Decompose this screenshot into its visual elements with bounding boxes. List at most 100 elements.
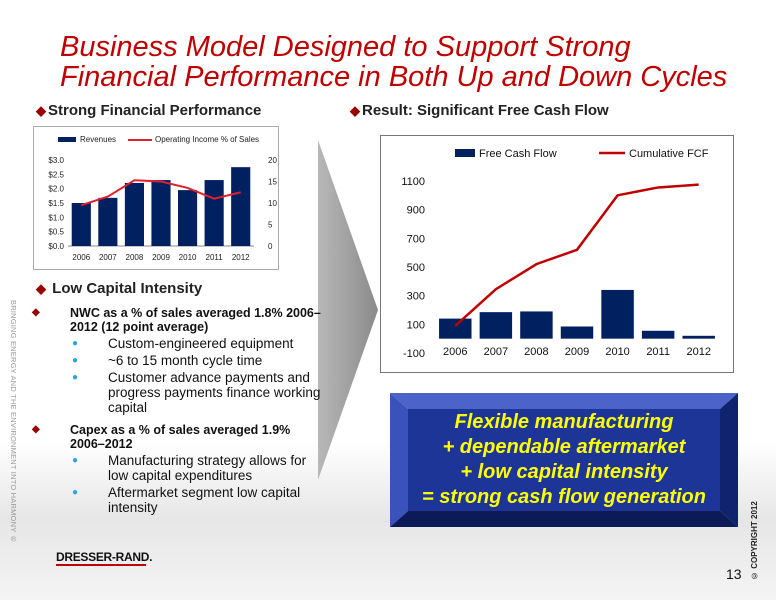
logo-underline (56, 564, 146, 566)
fcf-bar (560, 326, 594, 339)
y-tick-left: $2.0 (48, 185, 64, 194)
capital-heading: ◆ Low Capital Intensity (36, 280, 202, 297)
fcf-bar (479, 312, 513, 339)
x-tick-label: 2012 (232, 253, 250, 262)
y-tick-left: $0.0 (48, 242, 64, 251)
y-tick-right: 0 (268, 242, 273, 251)
sub-bullet: ● Customer advance payments and progress … (32, 370, 322, 415)
right-arrow-shape (318, 140, 378, 480)
x-tick-label: 2008 (126, 253, 144, 262)
diamond-bullet-icon: ◆ (32, 307, 40, 318)
y-tick-right: 10 (268, 199, 277, 208)
revenue-chart: Revenues Operating Income % of Sales $0.0 $… (48, 135, 277, 262)
company-logo: DRESSER-RAND. (56, 550, 153, 564)
legend-label-revenues: Revenues (80, 135, 116, 144)
sub-bullet-text: Custom-engineered equipment (108, 336, 294, 351)
y-tick-left: $0.5 (48, 228, 64, 237)
title-line-2: Financial Performance in Both Up and Dow… (60, 61, 728, 93)
callout-line-1: Flexible manufacturing (454, 411, 674, 433)
sub-bullet-text: Aftermarket segment low capital intensit… (108, 485, 301, 515)
fcf-bar (682, 335, 715, 339)
callout-text: Flexible manufacturing + dependable afte… (408, 409, 720, 511)
summary-callout: Flexible manufacturing + dependable afte… (390, 393, 738, 527)
y-tick-right: 15 (268, 178, 277, 187)
bullet-nwc-text: NWC as a % of sales averaged 1.8% 2006–2… (70, 306, 321, 334)
sub-bullet-text: Customer advance payments and progress p… (108, 370, 321, 415)
y-tick-left: $3.0 (48, 156, 64, 165)
y-tick-left: $1.0 (48, 213, 64, 222)
diamond-bullet-icon: ◆ (350, 103, 360, 118)
fcf-bar (520, 311, 553, 339)
page-number: 13 (726, 566, 742, 582)
dot-bullet-icon: ● (72, 487, 79, 498)
x-tick-label: 2006 (443, 346, 467, 358)
copyright-vertical: © COPYRIGHT 2012 (750, 501, 759, 580)
sub-bullet-text: ~6 to 15 month cycle time (108, 353, 263, 368)
fcf-bar (439, 318, 472, 339)
y-tick-label: 900 (407, 205, 425, 217)
y-tick-label: 300 (407, 291, 425, 303)
left-heading-text: Strong Financial Performance (48, 102, 262, 119)
y-tick-right: 5 (268, 221, 273, 230)
operating-income-line (80, 179, 241, 207)
fcf-chart: Free Cash Flow Cumulative FCF -100 100 300 50… (401, 148, 715, 360)
y-tick-label: 100 (407, 319, 425, 331)
y-tick-right: 20 (268, 156, 277, 165)
right-heading: ◆ Result: Significant Free Cash Flow (350, 102, 609, 119)
sub-bullet: ● Aftermarket segment low capital intensi… (32, 485, 322, 515)
diamond-bullet-icon: ◆ (36, 281, 46, 296)
callout-line-4: = strong cash flow generation (422, 486, 706, 508)
fcf-chart-frame: Free Cash Flow Cumulative FCF -100 100 300 50… (380, 135, 734, 373)
x-tick-label: 2009 (152, 253, 170, 262)
sub-bullet: ● Custom-engineered equipment (32, 336, 322, 351)
callout-line-2: + dependable aftermarket (442, 436, 686, 458)
bullet-capex-text: Capex as a % of sales averaged 1.9% 2006… (70, 423, 291, 451)
y-tick-label: -100 (403, 348, 425, 360)
y-tick-label: 700 (407, 233, 425, 245)
dot-bullet-icon: ● (72, 338, 79, 349)
legend-label-fcf: Free Cash Flow (479, 148, 557, 160)
fcf-bar (641, 330, 675, 339)
y-tick-label: 1100 (401, 176, 425, 188)
cumulative-fcf-line (454, 183, 699, 327)
dot-bullet-icon: ● (72, 372, 79, 383)
bullet-capex: ◆ Capex as a % of sales averaged 1.9% 20… (32, 423, 322, 451)
bullet-nwc: ◆ NWC as a % of sales averaged 1.8% 2006… (32, 306, 322, 334)
revenue-bar (204, 180, 224, 246)
x-tick-label: 2010 (179, 253, 197, 262)
revenue-bar (71, 203, 91, 246)
bullet-list: ◆ NWC as a % of sales averaged 1.8% 2006… (32, 306, 322, 517)
y-tick-left: $1.5 (48, 199, 64, 208)
x-tick-label: 2010 (605, 346, 629, 358)
sub-bullet: ● ~6 to 15 month cycle time (32, 353, 322, 368)
callout-bevel (390, 393, 738, 527)
y-tick-label: 500 (407, 262, 425, 274)
x-tick-label: 2007 (99, 253, 117, 262)
callout-line-3: + low capital intensity (460, 461, 668, 483)
sub-bullet-text: Manufacturing strategy allows for low ca… (108, 453, 307, 483)
x-tick-label: 2011 (646, 346, 670, 358)
dot-bullet-icon: ● (72, 355, 79, 366)
x-tick-label: 2012 (686, 346, 710, 358)
title-line-1: Business Model Designed to Support Stron… (60, 31, 631, 63)
diamond-bullet-icon: ◆ (32, 424, 40, 435)
x-tick-label: 2009 (565, 346, 589, 358)
capital-heading-text: Low Capital Intensity (52, 280, 203, 297)
revenue-bar (178, 190, 198, 246)
tagline-vertical: BRINGING ENERGY AND THE ENVIRONMENT INTO… (9, 300, 18, 544)
revenue-bar (231, 167, 251, 246)
legend-swatch-fcf (455, 149, 475, 157)
dot-bullet-icon: ● (72, 455, 79, 466)
y-tick-left: $2.5 (48, 170, 64, 179)
legend-label-operating-income: Operating Income % of Sales (155, 135, 259, 144)
right-heading-text: Result: Significant Free Cash Flow (362, 102, 609, 119)
legend-label-cumulative: Cumulative FCF (629, 148, 709, 160)
fcf-bar (601, 289, 634, 339)
revenue-bar (98, 197, 118, 246)
revenue-chart-frame: Revenues Operating Income % of Sales $0.0 $… (33, 126, 279, 270)
x-tick-label: 2006 (72, 253, 90, 262)
left-heading: ◆ Strong Financial Performance (36, 102, 261, 119)
x-tick-label: 2007 (484, 346, 508, 358)
revenue-bar (124, 182, 144, 246)
legend-swatch-revenues (58, 137, 76, 142)
